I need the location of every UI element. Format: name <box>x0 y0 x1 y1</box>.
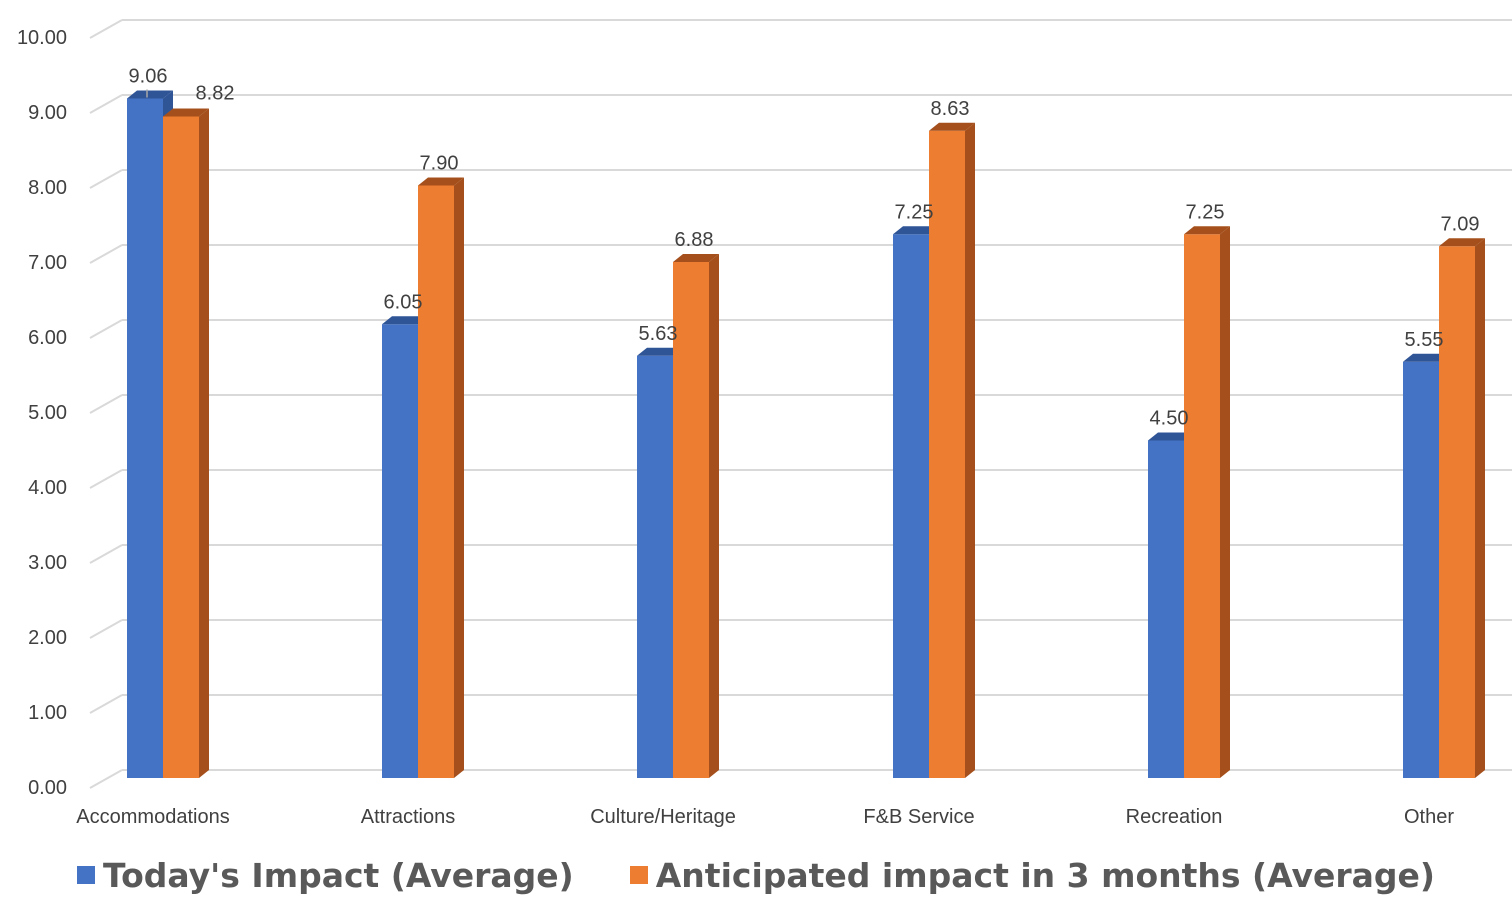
bar-anticipated <box>163 116 199 778</box>
bar-today <box>637 355 673 778</box>
y-axis-ticks: 0.00 1.00 2.00 3.00 4.00 5.00 6.00 7.00 8.00 9.00… <box>17 27 67 799</box>
bar-top-anticipated <box>1439 238 1485 247</box>
legend-label-today: Today's Impact (Average) <box>103 855 574 895</box>
data-label-anticipated: 6.88 <box>675 229 714 251</box>
y-tick-label: 8.00 <box>28 177 67 199</box>
data-label-anticipated: 7.09 <box>1441 213 1480 235</box>
bar-today <box>1403 361 1439 778</box>
legend-label-anticipated: Anticipated impact in 3 months (Average) <box>655 855 1435 895</box>
bar-top-anticipated <box>163 108 209 117</box>
gridline-side <box>89 394 123 414</box>
bar-anticipated <box>673 262 709 778</box>
x-tick-label: Culture/Heritage <box>590 806 736 828</box>
bar-side-anticipated <box>454 177 464 778</box>
gridline-side <box>89 19 123 39</box>
bar-top-anticipated <box>673 254 719 262</box>
y-tick-label: 6.00 <box>28 327 67 349</box>
bar-side-anticipated <box>1220 226 1230 778</box>
y-tick-label: 10.00 <box>17 27 67 49</box>
x-tick-label: Other <box>1404 806 1454 828</box>
bar-today <box>127 98 163 778</box>
bar-side-anticipated <box>965 122 975 778</box>
y-tick-label: 5.00 <box>28 402 67 424</box>
data-labels: 9.06 6.05 5.63 7.25 4.50 5.55 8.82 7.90 6.88 8.63… <box>129 66 1480 430</box>
data-label-anticipated: 7.90 <box>420 153 459 175</box>
bar-top-today <box>893 226 939 235</box>
bar-side-anticipated <box>1475 238 1485 778</box>
gridline-side <box>89 319 123 339</box>
x-tick-label: F&B Service <box>863 806 974 828</box>
y-tick-label: 7.00 <box>28 252 67 274</box>
gridline-side <box>89 769 123 789</box>
gridline-side <box>89 469 123 489</box>
bar-top-today <box>127 90 173 99</box>
bar-top-anticipated <box>1184 226 1230 235</box>
y-tick-label: 4.00 <box>28 477 67 499</box>
bar-top-anticipated <box>929 122 975 131</box>
data-label-today: 5.63 <box>639 323 678 345</box>
y-tick-label: 0.00 <box>28 777 67 799</box>
bar-top-today <box>382 316 428 325</box>
bar-today <box>1148 440 1184 778</box>
gridline-side <box>89 169 123 189</box>
bar-anticipated <box>1184 234 1220 778</box>
legend: Today's Impact (Average) Anticipated imp… <box>0 850 1512 900</box>
gridlines <box>89 19 1512 789</box>
bar-chart-svg: 0.00 1.00 2.00 3.00 4.00 5.00 6.00 7.00 8.00 9.00… <box>17 19 1512 828</box>
gridline-side <box>89 94 123 114</box>
gridline-side <box>89 694 123 714</box>
data-label-anticipated: 8.82 <box>196 83 235 105</box>
data-label-today: 6.05 <box>384 291 423 313</box>
data-label-anticipated: 8.63 <box>931 98 970 120</box>
bar-anticipated <box>929 130 965 778</box>
bar-top-today <box>1403 353 1449 362</box>
bar-today <box>382 324 418 778</box>
bars <box>127 90 1485 778</box>
bar-anticipated <box>1439 246 1475 778</box>
gridline-side <box>89 244 123 264</box>
x-tick-label: Accommodations <box>76 806 229 828</box>
gridline-side <box>89 544 123 564</box>
data-label-today: 4.50 <box>1150 408 1189 430</box>
y-tick-label: 9.00 <box>28 102 67 124</box>
x-tick-label: Recreation <box>1126 806 1223 828</box>
data-label-anticipated: 7.25 <box>1186 201 1225 223</box>
bar-side-anticipated <box>199 108 209 778</box>
gridline-side <box>89 619 123 639</box>
y-tick-label: 3.00 <box>28 552 67 574</box>
legend-swatch-anticipated <box>629 866 648 884</box>
data-label-today: 9.06 <box>129 66 168 88</box>
x-tick-label: Attractions <box>361 806 455 828</box>
bar-side-anticipated <box>709 254 719 778</box>
bar-today <box>893 234 929 778</box>
x-axis-ticks: Accommodations Attractions Culture/Heritag… <box>76 806 1454 828</box>
legend-item-today: Today's Impact (Average) <box>77 856 574 895</box>
data-label-today: 5.55 <box>1405 329 1444 351</box>
data-label-today: 7.25 <box>895 201 934 223</box>
legend-item-anticipated: Anticipated impact in 3 months (Average) <box>629 855 1435 895</box>
bar-top-anticipated <box>418 177 464 186</box>
bar-top-today <box>1148 432 1194 441</box>
bar-top-today <box>637 347 683 356</box>
bar-anticipated <box>418 185 454 778</box>
y-tick-label: 2.00 <box>28 627 67 649</box>
legend-swatch-today <box>77 866 95 884</box>
y-tick-label: 1.00 <box>28 702 67 724</box>
